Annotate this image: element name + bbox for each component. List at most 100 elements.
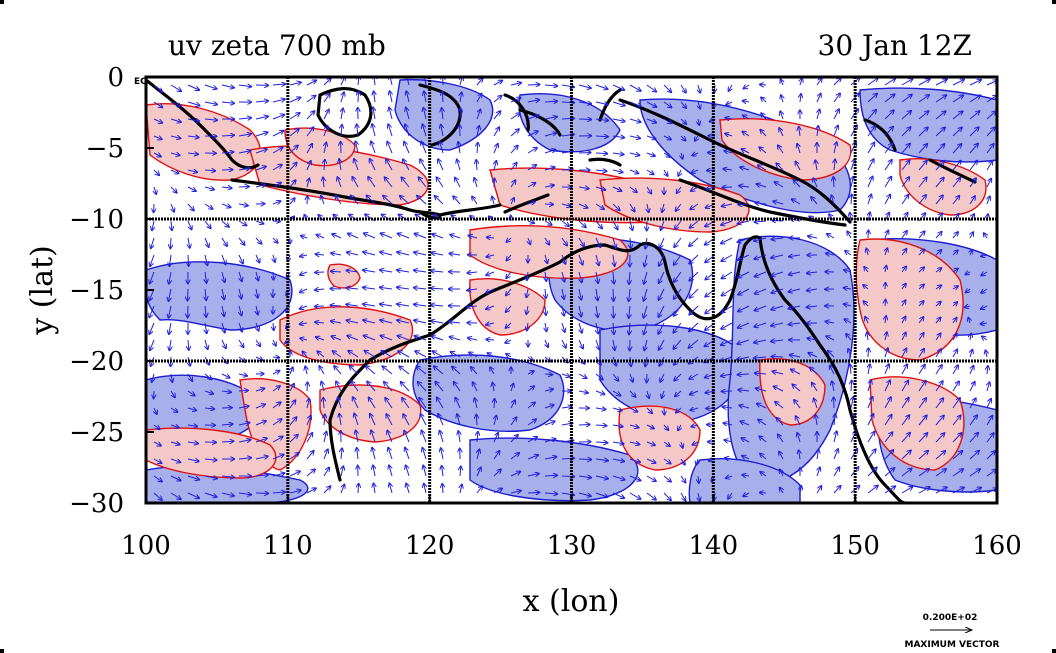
wind-vector	[238, 440, 250, 442]
wind-vector	[372, 124, 376, 137]
wind-vector	[381, 233, 393, 239]
wind-vector	[969, 80, 981, 86]
wind-vector	[222, 322, 225, 332]
wind-vector	[331, 321, 342, 323]
wind-vector	[953, 302, 957, 306]
wind-vector	[238, 390, 248, 391]
wind-vector	[418, 382, 427, 392]
wind-vector	[935, 268, 941, 272]
wind-vector	[901, 79, 913, 86]
wind-vector	[486, 255, 495, 257]
wind-vector	[255, 116, 268, 119]
wind-vector	[380, 252, 393, 256]
wind-vector	[771, 288, 784, 293]
wind-vector	[935, 111, 946, 120]
wind-vector	[187, 119, 199, 121]
wind-vector	[612, 170, 623, 172]
wind-vector	[171, 220, 172, 230]
wind-vector	[221, 204, 231, 207]
wind-vector	[851, 195, 852, 205]
x-tick-label-150: 150	[830, 531, 880, 561]
wind-vector	[306, 433, 312, 443]
wind-vector	[221, 254, 226, 264]
wind-vector	[380, 320, 393, 324]
wind-vector	[595, 373, 603, 380]
wind-vector	[579, 305, 581, 316]
wind-vector	[150, 339, 155, 350]
wind-vector	[306, 161, 311, 171]
wind-vector	[272, 455, 284, 460]
wind-vector	[867, 397, 873, 409]
wind-vector	[476, 78, 483, 86]
wind-vector	[658, 322, 665, 334]
wind-vector	[629, 101, 641, 106]
wind-vector	[935, 433, 944, 443]
wind-vector	[981, 272, 988, 275]
wind-vector	[400, 196, 410, 205]
wind-vector	[238, 374, 247, 376]
wind-vector	[578, 119, 591, 120]
wind-vector	[789, 306, 801, 309]
wind-vector	[868, 348, 869, 358]
coast-solomons	[928, 158, 977, 184]
wind-vector	[918, 231, 925, 239]
wind-vector	[457, 414, 461, 426]
wind-vector	[493, 111, 500, 120]
wind-vector	[316, 337, 325, 340]
wind-vector	[935, 128, 945, 137]
wind-vector	[171, 203, 174, 212]
wind-vector	[901, 365, 907, 375]
wind-vector	[867, 195, 871, 205]
wind-vector	[738, 322, 750, 328]
wind-vector	[221, 339, 226, 348]
wind-vector	[205, 271, 207, 283]
wind-vector	[272, 201, 280, 204]
wind-vector	[807, 306, 818, 307]
wind-vector	[442, 92, 443, 103]
wind-vector	[935, 79, 947, 86]
wind-vector	[431, 305, 444, 306]
wind-vector	[420, 159, 427, 171]
wind-vector	[353, 397, 359, 409]
wind-vector	[170, 458, 180, 462]
wind-vector	[544, 133, 556, 137]
wind-vector	[510, 98, 521, 103]
wind-vector	[969, 111, 979, 120]
wind-vector	[169, 305, 172, 318]
wind-vector	[831, 195, 834, 205]
wind-vector	[742, 149, 750, 154]
wind-vector	[306, 144, 312, 154]
wind-vector	[810, 368, 818, 375]
coast-newbritain	[863, 118, 897, 152]
wind-vector	[629, 407, 637, 412]
wind-vector	[595, 425, 607, 426]
y-tick-label-5: −5	[86, 134, 124, 164]
wind-vector	[561, 237, 567, 245]
wind-vector	[389, 108, 392, 120]
wind-vector	[629, 118, 641, 122]
wind-vector	[381, 336, 393, 341]
wind-vector	[952, 365, 958, 375]
wind-vector	[952, 398, 960, 409]
wind-vector	[438, 414, 444, 426]
wind-vector	[661, 220, 665, 230]
wind-vector	[289, 384, 294, 392]
wind-vector	[737, 339, 750, 344]
wind-vector	[867, 159, 874, 171]
wind-vector	[272, 237, 278, 243]
x-axis-ticks: 100 110 120 130 140 150 160	[121, 495, 1022, 561]
y-tick-label-25: −25	[69, 418, 124, 448]
wind-vector	[460, 93, 462, 103]
wind-vector	[406, 108, 410, 120]
wind-vector	[289, 163, 297, 171]
wind-vector	[170, 119, 181, 122]
wind-vector	[452, 367, 461, 375]
wind-vector	[738, 288, 750, 295]
wind-vector	[834, 431, 837, 443]
wind-vector	[723, 169, 733, 170]
wind-vector	[289, 180, 296, 188]
wind-vector	[778, 145, 784, 154]
wind-vector	[675, 220, 682, 229]
wind-vector	[397, 287, 410, 289]
vector-legend-label: MAXIMUM VECTOR	[904, 640, 999, 650]
